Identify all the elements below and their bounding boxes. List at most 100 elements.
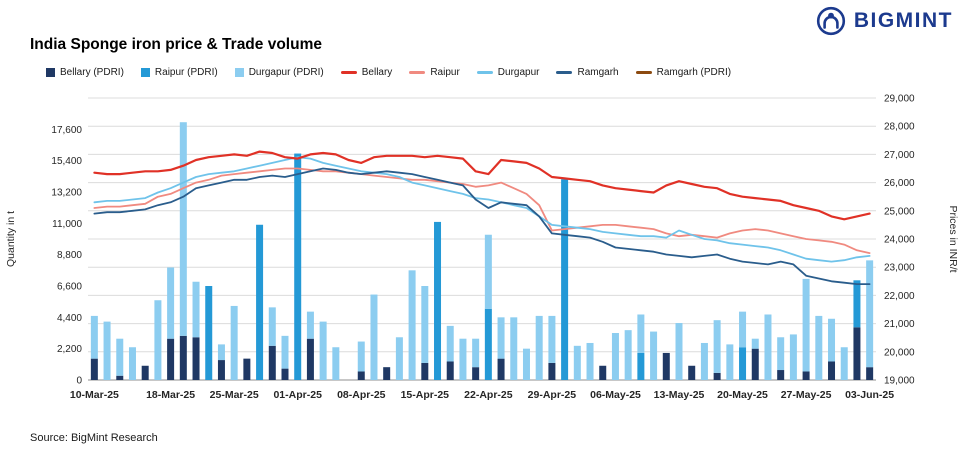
bar-durgapur-pdri bbox=[611, 333, 619, 380]
bar-raipur-pdri bbox=[256, 224, 264, 380]
legend-swatch-ramgarh-pdri bbox=[635, 71, 652, 74]
left-axis-tick: 0 bbox=[76, 376, 82, 387]
x-axis-tick: 20-May-25 bbox=[717, 389, 768, 401]
bar-durgapur-pdri bbox=[154, 300, 162, 380]
bar-durgapur-pdri bbox=[700, 342, 708, 380]
bar-durgapur-pdri bbox=[650, 331, 658, 380]
legend-label: Ramgarh bbox=[577, 67, 619, 78]
bar-bellary-pdri bbox=[853, 327, 861, 380]
bar-bellary-pdri bbox=[217, 360, 225, 380]
bar-raipur-pdri bbox=[294, 153, 302, 380]
legend-item-durgapur-pdri: Durgapur (PDRI) bbox=[234, 67, 324, 78]
source-text: Source: BigMint Research bbox=[30, 432, 158, 444]
right-axis-tick: 22,000 bbox=[884, 291, 915, 302]
bar-durgapur-pdri bbox=[90, 315, 98, 359]
bar-bellary-pdri bbox=[599, 365, 607, 380]
bar-bellary-pdri bbox=[116, 375, 124, 380]
bar-durgapur-pdri bbox=[408, 270, 416, 380]
bar-durgapur-pdri bbox=[306, 311, 314, 339]
right-axis-tick: 29,000 bbox=[884, 94, 915, 105]
bar-raipur-pdri bbox=[434, 221, 442, 380]
legend: Bellary (PDRI) Raipur (PDRI) Durgapur (PDR… bbox=[46, 67, 731, 78]
bar-durgapur-pdri bbox=[395, 337, 403, 380]
bar-durgapur-pdri bbox=[726, 344, 734, 380]
legend-label: Bellary (PDRI) bbox=[60, 67, 124, 78]
bar-durgapur-pdri bbox=[675, 323, 683, 380]
bar-durgapur-pdri bbox=[522, 348, 530, 380]
x-axis-tick: 27-May-25 bbox=[781, 389, 832, 401]
bar-bellary-pdri bbox=[497, 358, 505, 380]
right-axis-tick: 21,000 bbox=[884, 319, 915, 330]
legend-label: Durgapur (PDRI) bbox=[248, 67, 324, 78]
bar-durgapur-pdri bbox=[103, 321, 111, 380]
chart: 19,000 20,000 21,000 22,000 23,000 24,000 25,0… bbox=[0, 84, 967, 424]
bar-bellary-pdri bbox=[866, 367, 874, 380]
bar-bellary-pdri bbox=[421, 362, 429, 380]
x-axis-tick: 10-Mar-25 bbox=[70, 389, 119, 401]
legend-label: Raipur (PDRI) bbox=[154, 67, 218, 78]
bar-durgapur-pdri bbox=[179, 122, 187, 336]
bar-durgapur-pdri bbox=[319, 321, 327, 380]
legend-label: Raipur bbox=[430, 67, 460, 78]
bar-bellary-pdri bbox=[281, 368, 289, 380]
bar-raipur-pdri bbox=[205, 286, 213, 380]
bar-bellary-pdri bbox=[802, 371, 810, 380]
bar-bellary-pdri bbox=[751, 348, 759, 380]
bar-bellary-pdri bbox=[777, 370, 785, 380]
bar-bellary-pdri bbox=[662, 352, 670, 380]
x-axis-tick: 29-Apr-25 bbox=[528, 389, 577, 401]
bar-durgapur-pdri bbox=[777, 337, 785, 371]
legend-swatch-raipur bbox=[409, 71, 426, 74]
bar-raipur-pdri bbox=[637, 352, 645, 380]
legend-label: Ramgarh (PDRI) bbox=[656, 67, 732, 78]
bar-durgapur-pdri bbox=[446, 325, 454, 362]
right-axis-tick: 28,000 bbox=[884, 122, 915, 133]
bar-bellary-pdri bbox=[243, 358, 251, 380]
bar-bellary-pdri bbox=[548, 362, 556, 380]
left-axis-tick: 4,400 bbox=[57, 313, 82, 324]
bar-durgapur-pdri bbox=[510, 317, 518, 380]
x-axis-tick: 13-May-25 bbox=[654, 389, 705, 401]
bar-durgapur-pdri bbox=[815, 315, 823, 380]
bar-durgapur-pdri bbox=[764, 314, 772, 380]
bar-durgapur-pdri bbox=[840, 347, 848, 380]
bar-bellary-pdri bbox=[192, 337, 200, 380]
left-axis-tick: 15,400 bbox=[51, 156, 82, 167]
legend-swatch-durgapur-pdri bbox=[234, 68, 244, 77]
bar-bellary-pdri bbox=[446, 361, 454, 380]
bar-durgapur-pdri bbox=[548, 315, 556, 363]
bar-durgapur-pdri bbox=[370, 294, 378, 380]
line-raipur bbox=[93, 167, 871, 255]
bar-bellary-pdri bbox=[688, 365, 696, 380]
right-axis-tick: 24,000 bbox=[884, 235, 915, 246]
legend-label: Bellary bbox=[361, 67, 393, 78]
x-axis-tick: 15-Apr-25 bbox=[401, 389, 450, 401]
legend-item-ramgarh: Ramgarh bbox=[556, 67, 619, 78]
bar-durgapur-pdri bbox=[866, 260, 874, 368]
bar-durgapur-pdri bbox=[268, 307, 276, 346]
x-axis-tick: 18-Mar-25 bbox=[146, 389, 195, 401]
legend-swatch-bellary-pdri bbox=[46, 68, 55, 77]
bar-durgapur-pdri bbox=[497, 317, 505, 359]
left-axis-title: Quantity in t bbox=[5, 211, 17, 267]
bar-bellary-pdri bbox=[268, 345, 276, 380]
bar-raipur-pdri bbox=[853, 280, 861, 328]
x-axis-tick: 01-Apr-25 bbox=[273, 389, 322, 401]
bar-durgapur-pdri bbox=[421, 286, 429, 363]
bar-durgapur-pdri bbox=[459, 338, 467, 380]
bar-raipur-pdri bbox=[484, 308, 492, 380]
x-axis-tick: 03-Jun-25 bbox=[845, 389, 894, 401]
line-ramgarh bbox=[93, 167, 871, 286]
bar-durgapur-pdri bbox=[167, 267, 175, 339]
legend-item-bellary-pdri: Bellary (PDRI) bbox=[46, 67, 124, 78]
line-bellary bbox=[93, 150, 871, 221]
bar-durgapur-pdri bbox=[713, 320, 721, 373]
right-axis-tick: 27,000 bbox=[884, 150, 915, 161]
bar-bellary-pdri bbox=[90, 358, 98, 380]
left-axis-tick: 8,800 bbox=[57, 250, 82, 261]
bar-durgapur-pdri bbox=[472, 338, 480, 368]
bar-durgapur-pdri bbox=[624, 330, 632, 380]
bar-durgapur-pdri bbox=[802, 278, 810, 372]
bar-durgapur-pdri bbox=[789, 334, 797, 380]
legend-swatch-raipur-pdri bbox=[140, 68, 150, 77]
